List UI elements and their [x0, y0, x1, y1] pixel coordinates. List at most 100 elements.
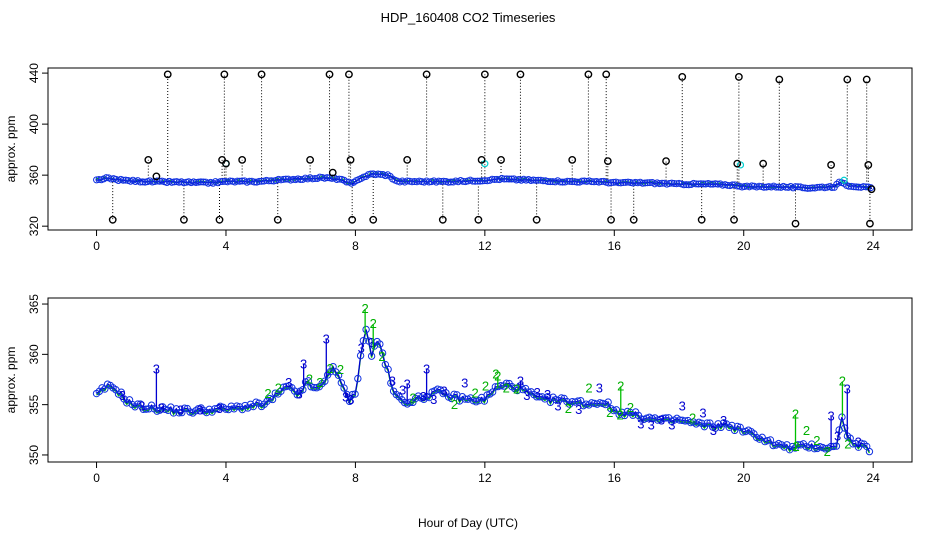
data-point-blue [556, 178, 564, 186]
data-point-blue [590, 178, 598, 186]
data-point-black [348, 215, 357, 224]
data-point-blue [685, 181, 693, 189]
data-point-blue [614, 179, 622, 187]
data-point-blue [539, 177, 547, 185]
y-tick-label: 360 [27, 344, 41, 364]
data-point-blue [122, 176, 130, 184]
top-axes: 0 4 8 12 16 20 24 320 360 400 440 [27, 63, 880, 253]
data-point-blue [692, 180, 700, 188]
data-point-blue [694, 180, 702, 188]
data-point-blue [410, 178, 418, 186]
marker-2: 2 [337, 362, 344, 377]
data-point-black [222, 159, 230, 168]
spike-marker: 2 [494, 368, 501, 383]
data-point-black [477, 155, 486, 164]
data-point-blue [238, 177, 246, 185]
data-point-blue [296, 175, 304, 183]
data-point-blue [354, 374, 362, 383]
data-point-blue [476, 177, 484, 185]
data-point-blue [806, 184, 814, 192]
data-point-black [220, 70, 229, 79]
data-point-black [403, 155, 412, 164]
data-point-blue [474, 177, 482, 185]
spike-marker: 3 [153, 361, 160, 376]
data-point-blue [265, 177, 273, 185]
data-point-blue [665, 179, 673, 187]
data-point-blue [180, 179, 188, 187]
x-tick-label: 4 [223, 471, 230, 485]
data-point-blue [578, 177, 586, 185]
x-tick-label: 24 [866, 471, 880, 485]
marker-3: 3 [720, 413, 727, 428]
marker-2: 2 [327, 361, 334, 376]
marker-2: 2 [306, 372, 313, 387]
data-point-blue [481, 177, 489, 185]
marker-2: 2 [503, 381, 510, 396]
marker-3: 3 [534, 385, 541, 400]
data-point-blue [799, 184, 807, 192]
data-point-blue [279, 383, 288, 391]
spike-marker: 3 [517, 374, 524, 389]
data-point-black [568, 155, 577, 164]
data-point-blue [641, 179, 649, 187]
data-point-blue [267, 177, 275, 185]
data-point-blue [631, 178, 639, 186]
data-point-blue [529, 176, 537, 184]
x-tick-label: 8 [352, 471, 359, 485]
data-point-blue [808, 184, 816, 192]
data-point-black [866, 219, 874, 228]
data-point-black [516, 70, 525, 79]
data-point-black [867, 185, 876, 194]
data-point-blue [546, 178, 554, 186]
spike-marker: 3 [827, 409, 834, 424]
marker-3: 3 [648, 417, 655, 432]
data-point-blue [365, 337, 373, 345]
marker-3: 3 [119, 388, 126, 403]
data-point-black [662, 157, 670, 166]
marker-3: 3 [216, 401, 223, 416]
data-point-blue [662, 414, 670, 422]
data-point-blue [532, 393, 541, 401]
data-point-blue [656, 180, 664, 188]
data-point-blue [619, 179, 627, 187]
marker-3: 3 [679, 398, 686, 413]
data-point-blue [216, 178, 224, 186]
data-point-blue [362, 325, 370, 334]
data-point-blue [559, 178, 567, 186]
data-point-blue [646, 179, 654, 187]
data-point-blue [367, 352, 376, 360]
marker-3: 3 [637, 417, 644, 432]
data-point-blue [321, 377, 329, 385]
marker-3: 3 [710, 423, 717, 438]
bottom-axes: 0 4 8 12 16 20 24 350 355 360 365 [27, 294, 880, 485]
data-point-blue [590, 399, 599, 408]
data-point-blue [673, 180, 681, 188]
marker-3: 3 [177, 403, 184, 418]
data-point-blue [310, 383, 318, 392]
data-point-blue [340, 384, 348, 392]
data-point-blue [508, 175, 516, 183]
spike-marker: 3 [844, 382, 851, 397]
marker-3: 3 [699, 406, 706, 421]
marker-2: 2 [585, 381, 592, 396]
data-point-blue [258, 177, 266, 185]
data-point-blue [573, 178, 581, 186]
marker-2: 2 [513, 381, 520, 396]
data-point-blue [309, 175, 317, 183]
data-point-blue [741, 183, 749, 191]
x-tick-label: 8 [352, 239, 359, 253]
data-point-blue [334, 371, 343, 380]
data-point-blue [119, 176, 127, 184]
data-point-blue [574, 397, 582, 405]
data-point-blue [356, 351, 365, 360]
data-point-blue [605, 179, 613, 187]
data-point-blue [279, 175, 287, 183]
data-point-blue [367, 170, 375, 178]
data-point-blue [478, 177, 486, 185]
data-point-black [532, 215, 541, 224]
data-point-blue [343, 178, 351, 186]
spike-marker: 3 [423, 361, 430, 376]
data-point-blue [748, 182, 756, 190]
data-point-blue [816, 183, 824, 191]
